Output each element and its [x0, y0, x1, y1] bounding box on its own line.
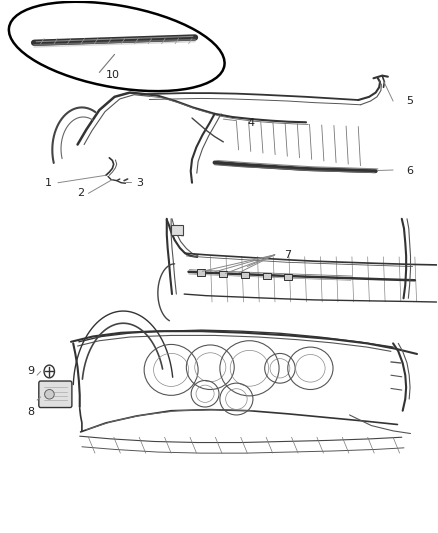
Text: 2: 2 — [77, 188, 84, 198]
Text: 3: 3 — [136, 177, 143, 188]
Text: 1: 1 — [44, 177, 51, 188]
Ellipse shape — [45, 390, 54, 399]
FancyBboxPatch shape — [39, 381, 72, 408]
Bar — [284, 274, 292, 280]
Text: 7: 7 — [284, 250, 291, 260]
Text: 4: 4 — [247, 118, 254, 128]
Bar — [219, 271, 227, 277]
Text: 6: 6 — [406, 166, 413, 176]
Text: 9: 9 — [27, 367, 34, 376]
Text: 5: 5 — [406, 96, 413, 106]
Bar — [197, 269, 205, 276]
Bar — [241, 272, 249, 278]
Text: 10: 10 — [106, 70, 120, 80]
Bar — [171, 225, 184, 235]
Ellipse shape — [9, 2, 225, 91]
Bar — [263, 273, 271, 279]
Text: 8: 8 — [27, 407, 34, 417]
